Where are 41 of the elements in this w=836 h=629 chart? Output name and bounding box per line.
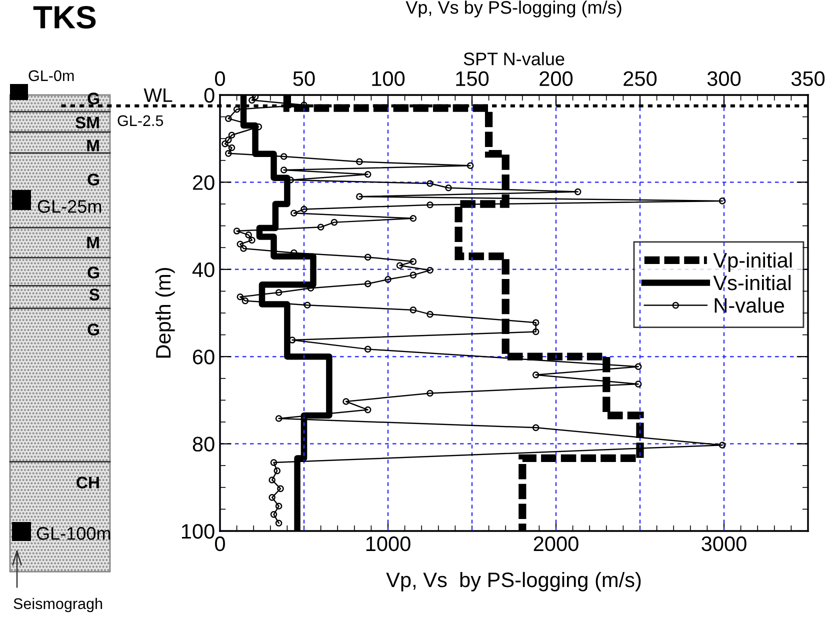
text: GL-2.5 [118, 115, 164, 126]
x-axis-title: Vp, Vs by PS-logging (m/s) [386, 572, 641, 592]
legend-label: Vs-initial [713, 274, 790, 290]
text: GL-25m [38, 200, 102, 213]
x-tick-label: 2000 [534, 536, 578, 552]
x2-tick-label: 200 [540, 71, 573, 86]
x2-axis-title: SPT N-value [464, 52, 564, 66]
text: GL-0m [28, 70, 74, 82]
y-axis-title: Depth (m) [155, 268, 175, 358]
y-tick-label: 80 [192, 436, 214, 452]
x2-tick-label: 350 [791, 71, 825, 86]
chart-title: TKS [33, 6, 96, 29]
legend-label: Vp-initial [713, 252, 792, 272]
text: SM [75, 116, 99, 128]
x-tick-label: 1000 [366, 536, 410, 552]
text: G [88, 174, 99, 186]
x2-tick-label: 50 [293, 71, 315, 86]
text: Seismogragh [14, 598, 102, 612]
text: CH [76, 476, 99, 488]
x-tick-label: 3000 [702, 536, 746, 552]
text: G [88, 266, 99, 278]
y-tick-label: 40 [192, 262, 214, 278]
chart-subtitle: Vp, Vs by PS-logging (m/s) [406, 0, 622, 18]
legend-label: N-value [714, 297, 784, 313]
x2-tick-label: 0 [215, 71, 225, 86]
x-tick-label: 0 [215, 536, 225, 552]
x2-tick-label: 250 [624, 71, 657, 86]
text: G [88, 92, 99, 104]
y-tick-label: 60 [193, 350, 214, 364]
y-tick-label: 100 [182, 524, 214, 539]
ref-line-label: WL [144, 88, 172, 102]
text: GL-100m [36, 527, 110, 540]
text: S [89, 288, 100, 300]
text: M [87, 236, 99, 248]
y-tick-label: 0 [204, 88, 214, 103]
text: M [87, 140, 99, 152]
y-tick-label: 20 [193, 175, 214, 190]
x2-tick-label: 300 [707, 71, 741, 86]
x2-tick-label: 100 [372, 71, 405, 86]
text: G [88, 324, 99, 336]
x2-tick-label: 150 [456, 71, 489, 86]
